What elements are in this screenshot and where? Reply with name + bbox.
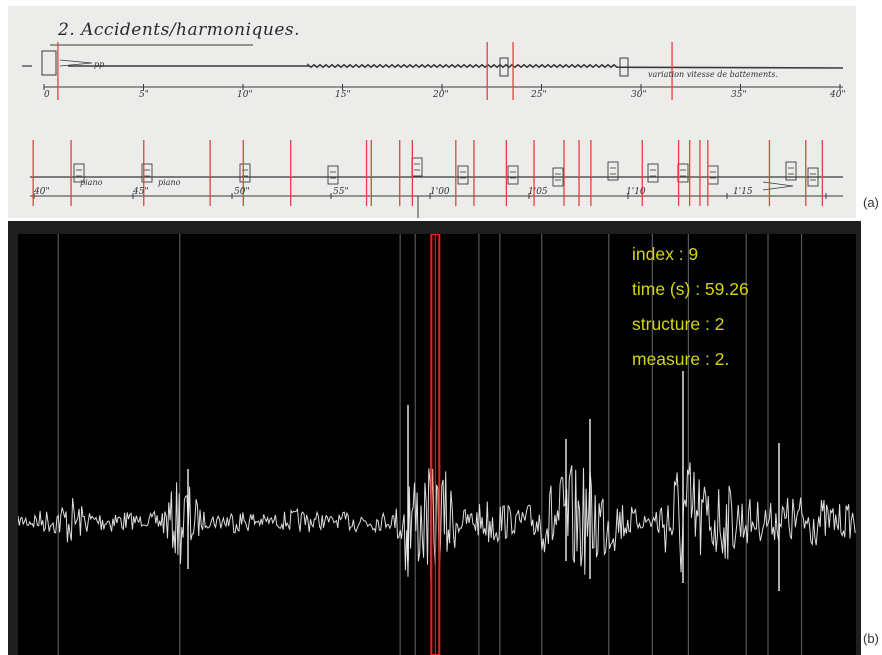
info-structure: structure : 2: [632, 314, 725, 334]
time-label: 1'15: [733, 187, 753, 197]
score-image: 2. Accidents/harmoniques. variation vite…: [8, 6, 856, 218]
time-label: 15": [335, 90, 351, 100]
time-label: 1'00: [430, 187, 450, 197]
notation-glyph: [327, 165, 339, 185]
staff-fragment: [499, 57, 509, 77]
time-label: 25": [531, 90, 547, 100]
info-index: index : 9: [632, 244, 699, 264]
sustained-line-row1: [68, 63, 844, 69]
score-notation: [8, 6, 856, 218]
dynamic-pp: pp: [94, 60, 105, 69]
info-time: time (s) : 59.26: [632, 279, 749, 299]
notation-glyph: [141, 163, 153, 183]
time-label: 40": [830, 90, 846, 100]
playhead-cursor: [430, 234, 441, 655]
info-measure: measure : 2.: [632, 349, 730, 369]
panel-label-a: (a): [863, 195, 879, 210]
time-label: 10": [237, 90, 253, 100]
score-title: 2. Accidents/harmoniques.: [58, 20, 301, 40]
waveform-canvas[interactable]: index : 9 time (s) : 59.26 structure : 2…: [18, 234, 856, 655]
hairpin: [762, 181, 794, 191]
time-label: 1'10: [626, 187, 646, 197]
panel-label-b: (b): [863, 631, 879, 646]
notation-glyph: [507, 165, 519, 185]
notation-glyph: [552, 167, 564, 187]
time-label: 40": [34, 187, 50, 197]
notation-glyph: [239, 163, 251, 183]
hairpin: [59, 59, 93, 67]
notation-glyph: [73, 163, 85, 183]
time-label: 0: [44, 90, 50, 100]
staff-fragment: [619, 57, 629, 77]
time-label: 35": [731, 90, 747, 100]
time-label: 55": [333, 187, 349, 197]
time-label: 20": [433, 90, 449, 100]
notation-glyph: [647, 163, 659, 183]
time-label: 50": [234, 187, 250, 197]
notation-glyph: [607, 161, 619, 181]
waveform-viewer: index : 9 time (s) : 59.26 structure : 2…: [8, 221, 861, 655]
notation-glyph: [457, 165, 469, 185]
waveform-plot: [18, 234, 856, 655]
time-label: 30": [631, 90, 647, 100]
notation-glyph: [785, 161, 797, 181]
dynamic-piano-1: piano: [80, 178, 103, 187]
time-label: 1'05: [528, 187, 548, 197]
score-annotation: variation vitesse de battements.: [648, 70, 779, 79]
dynamic-piano-2: piano: [158, 178, 181, 187]
score-paper: [8, 6, 856, 218]
time-label: 5": [139, 90, 149, 100]
staff-fragment: [41, 50, 57, 76]
notation-glyph: [807, 167, 819, 187]
time-label: 45": [133, 187, 149, 197]
audio-waveform: [18, 462, 856, 577]
